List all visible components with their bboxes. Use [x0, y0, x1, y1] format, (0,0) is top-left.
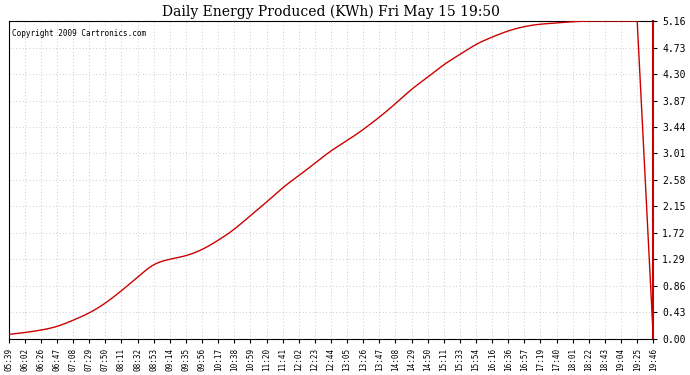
Title: Daily Energy Produced (KWh) Fri May 15 19:50: Daily Energy Produced (KWh) Fri May 15 1… — [162, 4, 500, 18]
Text: Copyright 2009 Cartronics.com: Copyright 2009 Cartronics.com — [12, 29, 146, 38]
